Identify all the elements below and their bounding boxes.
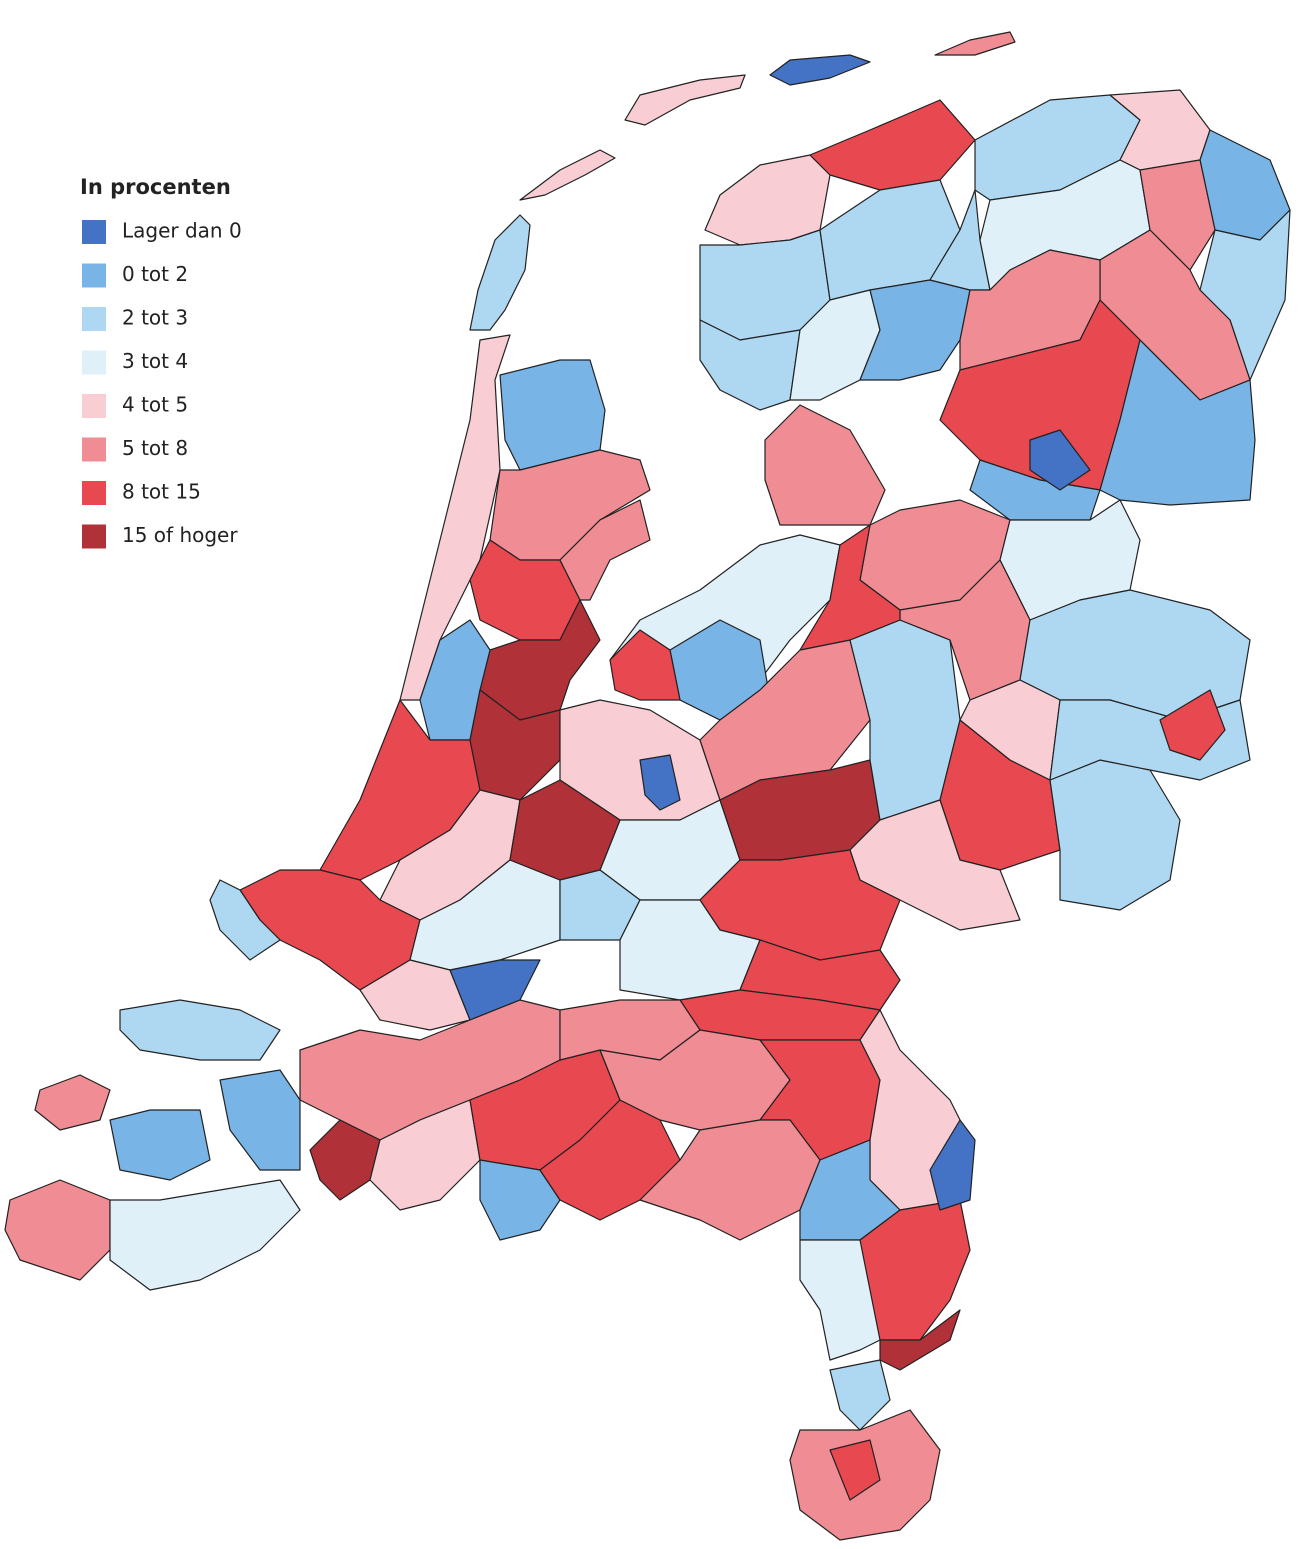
municipality — [934, 31, 1016, 56]
municipality — [829, 1359, 891, 1431]
legend-label: 4 tot 5 — [122, 393, 188, 417]
legend-title: In procenten — [80, 175, 231, 199]
legend-swatch — [82, 220, 106, 244]
municipality — [119, 999, 281, 1061]
municipality — [469, 214, 531, 331]
legend: In procenten Lager dan 0 0 tot 2 2 tot 3 3 … — [80, 175, 242, 549]
municipality — [799, 1239, 881, 1361]
municipality — [34, 1074, 111, 1131]
legend-label: 2 tot 3 — [122, 306, 188, 330]
legend-label: 3 tot 4 — [122, 349, 188, 373]
municipality — [369, 1099, 481, 1211]
municipality — [609, 629, 681, 701]
municipality — [449, 959, 541, 1021]
municipality — [764, 404, 886, 526]
legend-label: 8 tot 15 — [122, 480, 201, 504]
municipality — [559, 499, 651, 601]
municipality — [219, 1069, 301, 1171]
municipality — [699, 319, 801, 411]
municipality — [1049, 759, 1181, 911]
municipality — [4, 1179, 111, 1281]
municipality — [799, 524, 901, 651]
municipality — [109, 1179, 301, 1291]
legend-swatch — [82, 437, 106, 462]
municipality — [1159, 689, 1226, 761]
municipality — [929, 1119, 976, 1211]
municipality — [699, 639, 871, 801]
municipality — [624, 74, 746, 126]
municipality — [1049, 699, 1251, 781]
municipality — [1139, 159, 1216, 271]
legend-swatch — [82, 394, 106, 418]
legend-label: 5 tot 8 — [122, 436, 188, 460]
municipality — [769, 54, 871, 86]
legend-swatch — [82, 524, 106, 549]
legend-swatch — [82, 350, 106, 375]
legend-label: Lager dan 0 — [122, 219, 242, 243]
municipality — [809, 99, 976, 191]
municipality — [519, 149, 616, 201]
municipality — [639, 754, 681, 811]
municipality — [1099, 339, 1256, 506]
municipality — [239, 869, 421, 991]
legend-swatch — [82, 481, 106, 505]
legend-label: 15 of hoger — [122, 523, 238, 547]
municipality — [829, 1439, 881, 1501]
municipality — [209, 879, 281, 961]
municipality — [704, 154, 831, 246]
legend-label: 0 tot 2 — [122, 262, 188, 286]
regions — [4, 31, 1291, 1541]
municipality — [1029, 429, 1091, 491]
legend-swatch — [82, 263, 106, 288]
legend-swatch — [82, 307, 106, 331]
municipality — [109, 1109, 211, 1181]
